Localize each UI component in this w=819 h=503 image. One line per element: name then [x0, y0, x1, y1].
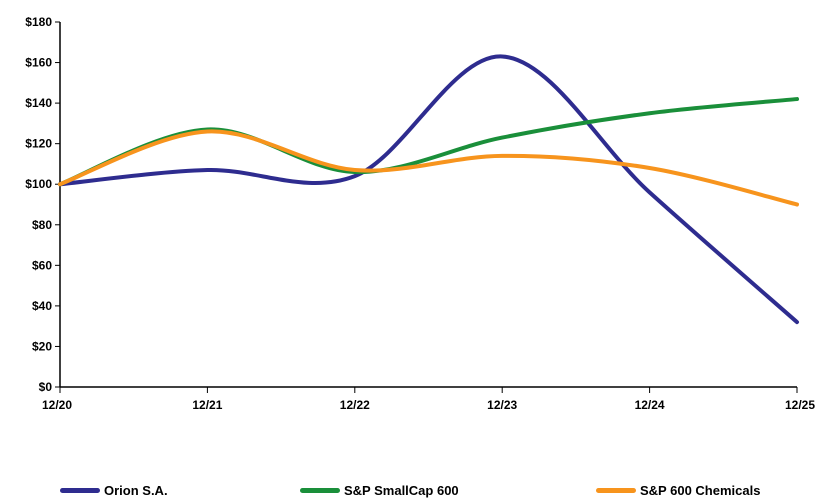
legend-item-orion: Orion S.A. [60, 478, 168, 503]
x-tick-label: 12/24 [635, 398, 665, 412]
line-chart: $0 $20 $40 $60 $80 $100 $120 $140 $160 $180 12/20… [25, 15, 815, 412]
y-tick-label: $20 [32, 339, 52, 353]
y-tick-label: $120 [25, 137, 52, 151]
x-tick-label: 12/22 [340, 398, 370, 412]
legend-label-smallcap: S&P SmallCap 600 [344, 483, 459, 498]
legend-label-chemicals: S&P 600 Chemicals [640, 483, 761, 498]
y-tick-label: $60 [32, 258, 52, 272]
axes [59, 22, 797, 388]
series-line-chemicals [58, 129, 799, 207]
legend-swatch-orion [60, 488, 100, 493]
x-tick-label: 12/21 [192, 398, 222, 412]
y-tick-label: $100 [25, 177, 52, 191]
y-tick-label: $0 [39, 380, 53, 394]
series-layer [58, 54, 799, 325]
series-line-orion [58, 54, 799, 325]
x-axis-ticks: 12/20 12/21 12/22 12/23 12/24 12/25 [42, 387, 815, 412]
x-tick-label: 12/25 [785, 398, 815, 412]
legend-item-chemicals: S&P 600 Chemicals [596, 478, 760, 503]
y-tick-label: $180 [25, 15, 52, 29]
legend-swatch-chemicals [596, 488, 636, 493]
y-tick-label: $80 [32, 218, 52, 232]
x-tick-label: 12/20 [42, 398, 72, 412]
legend-swatch-smallcap [300, 488, 340, 493]
legend-label-orion: Orion S.A. [104, 483, 168, 498]
y-tick-label: $140 [25, 96, 52, 110]
y-axis-ticks: $0 $20 $40 $60 $80 $100 $120 $140 $160 $180 [25, 15, 60, 394]
y-tick-label: $160 [25, 56, 52, 70]
legend-item-smallcap: S&P SmallCap 600 [300, 478, 459, 503]
x-tick-label: 12/23 [487, 398, 517, 412]
legend: Orion S.A. S&P SmallCap 600 S&P 600 Chem… [0, 478, 819, 503]
y-tick-label: $40 [32, 299, 52, 313]
